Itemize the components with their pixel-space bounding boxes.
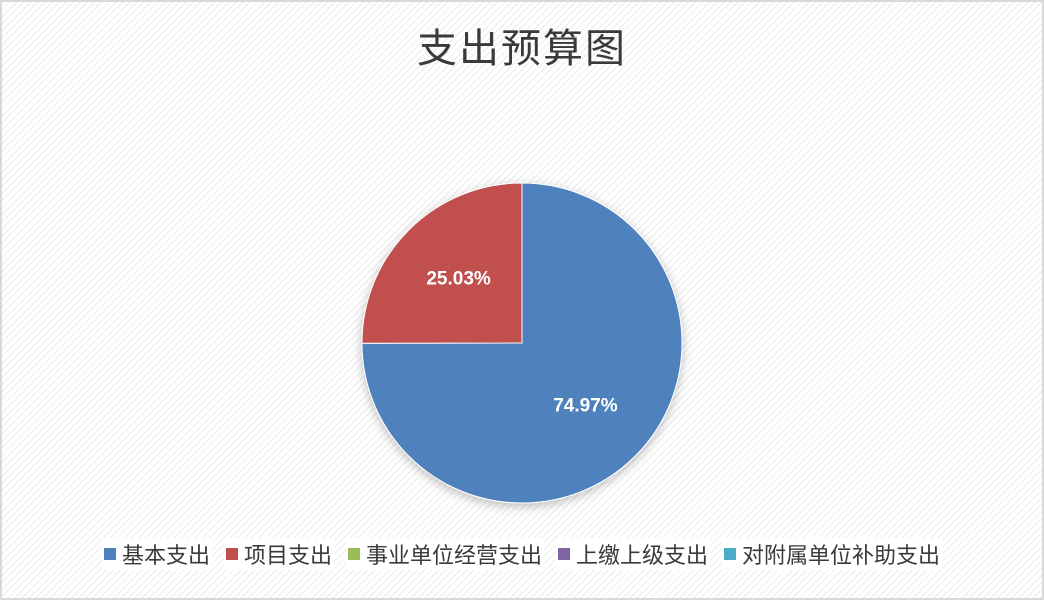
data-label-0: 74.97% — [553, 395, 618, 416]
pie-slice-1 — [361, 182, 523, 344]
legend-item-3: 上缴上级支出 — [556, 538, 711, 570]
pie-slice-0 — [361, 182, 683, 504]
legend-swatch — [558, 548, 570, 560]
pie-slices — [361, 182, 683, 504]
legend-label: 事业单位经营支出 — [365, 544, 542, 569]
legend-item-2: 事业单位经营支出 — [345, 538, 544, 570]
legend-label: 项目支出 — [243, 544, 332, 569]
legend-item-0: 基本支出 — [101, 538, 212, 570]
legend-label: 基本支出 — [121, 544, 210, 569]
legend-label: 上缴上级支出 — [576, 544, 709, 569]
chart-title: 支出预算图 — [417, 26, 627, 72]
chart-legend: 基本支出 项目支出 事业单位经营支出 上缴上级支出 对附属单位补助支出 — [2, 538, 1042, 570]
data-label-1: 25.03% — [426, 269, 491, 290]
legend-swatch — [347, 548, 360, 560]
legend-swatch — [225, 548, 238, 560]
legend-item-1: 项目支出 — [223, 538, 334, 570]
legend-swatch — [103, 548, 116, 560]
legend-item-4: 对附属单位补助支出 — [722, 538, 943, 570]
legend-swatch — [724, 548, 737, 560]
legend-label: 对附属单位补助支出 — [742, 544, 941, 569]
